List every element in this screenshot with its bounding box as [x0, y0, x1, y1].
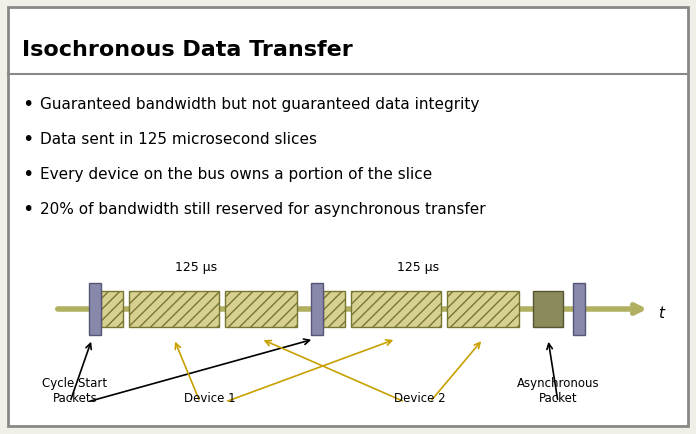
- Text: 20% of bandwidth still reserved for asynchronous transfer: 20% of bandwidth still reserved for asyn…: [40, 202, 486, 217]
- Text: Guaranteed bandwidth but not guaranteed data integrity: Guaranteed bandwidth but not guaranteed …: [40, 97, 480, 112]
- Text: 125 μs: 125 μs: [397, 261, 439, 274]
- Bar: [351, 291, 441, 327]
- Text: •: •: [22, 95, 33, 114]
- Bar: [447, 291, 519, 327]
- Text: Cycle Start
Packets: Cycle Start Packets: [42, 376, 108, 404]
- Text: •: •: [22, 165, 33, 184]
- Bar: [225, 291, 297, 327]
- Bar: [129, 291, 219, 327]
- Text: •: •: [22, 200, 33, 219]
- Text: 125 μs: 125 μs: [175, 261, 217, 274]
- Text: •: •: [22, 130, 33, 149]
- Bar: [89, 283, 101, 335]
- Bar: [101, 291, 123, 327]
- Text: t: t: [658, 306, 664, 321]
- Text: Every device on the bus owns a portion of the slice: Every device on the bus owns a portion o…: [40, 167, 432, 182]
- Text: Asynchronous
Packet: Asynchronous Packet: [516, 376, 599, 404]
- Bar: [533, 291, 563, 327]
- Bar: [323, 291, 345, 327]
- Text: Isochronous Data Transfer: Isochronous Data Transfer: [22, 40, 353, 60]
- Text: Device 2: Device 2: [394, 391, 446, 404]
- Text: Data sent in 125 microsecond slices: Data sent in 125 microsecond slices: [40, 132, 317, 147]
- Text: Device 1: Device 1: [184, 391, 236, 404]
- Bar: [573, 283, 585, 335]
- Bar: [311, 283, 323, 335]
